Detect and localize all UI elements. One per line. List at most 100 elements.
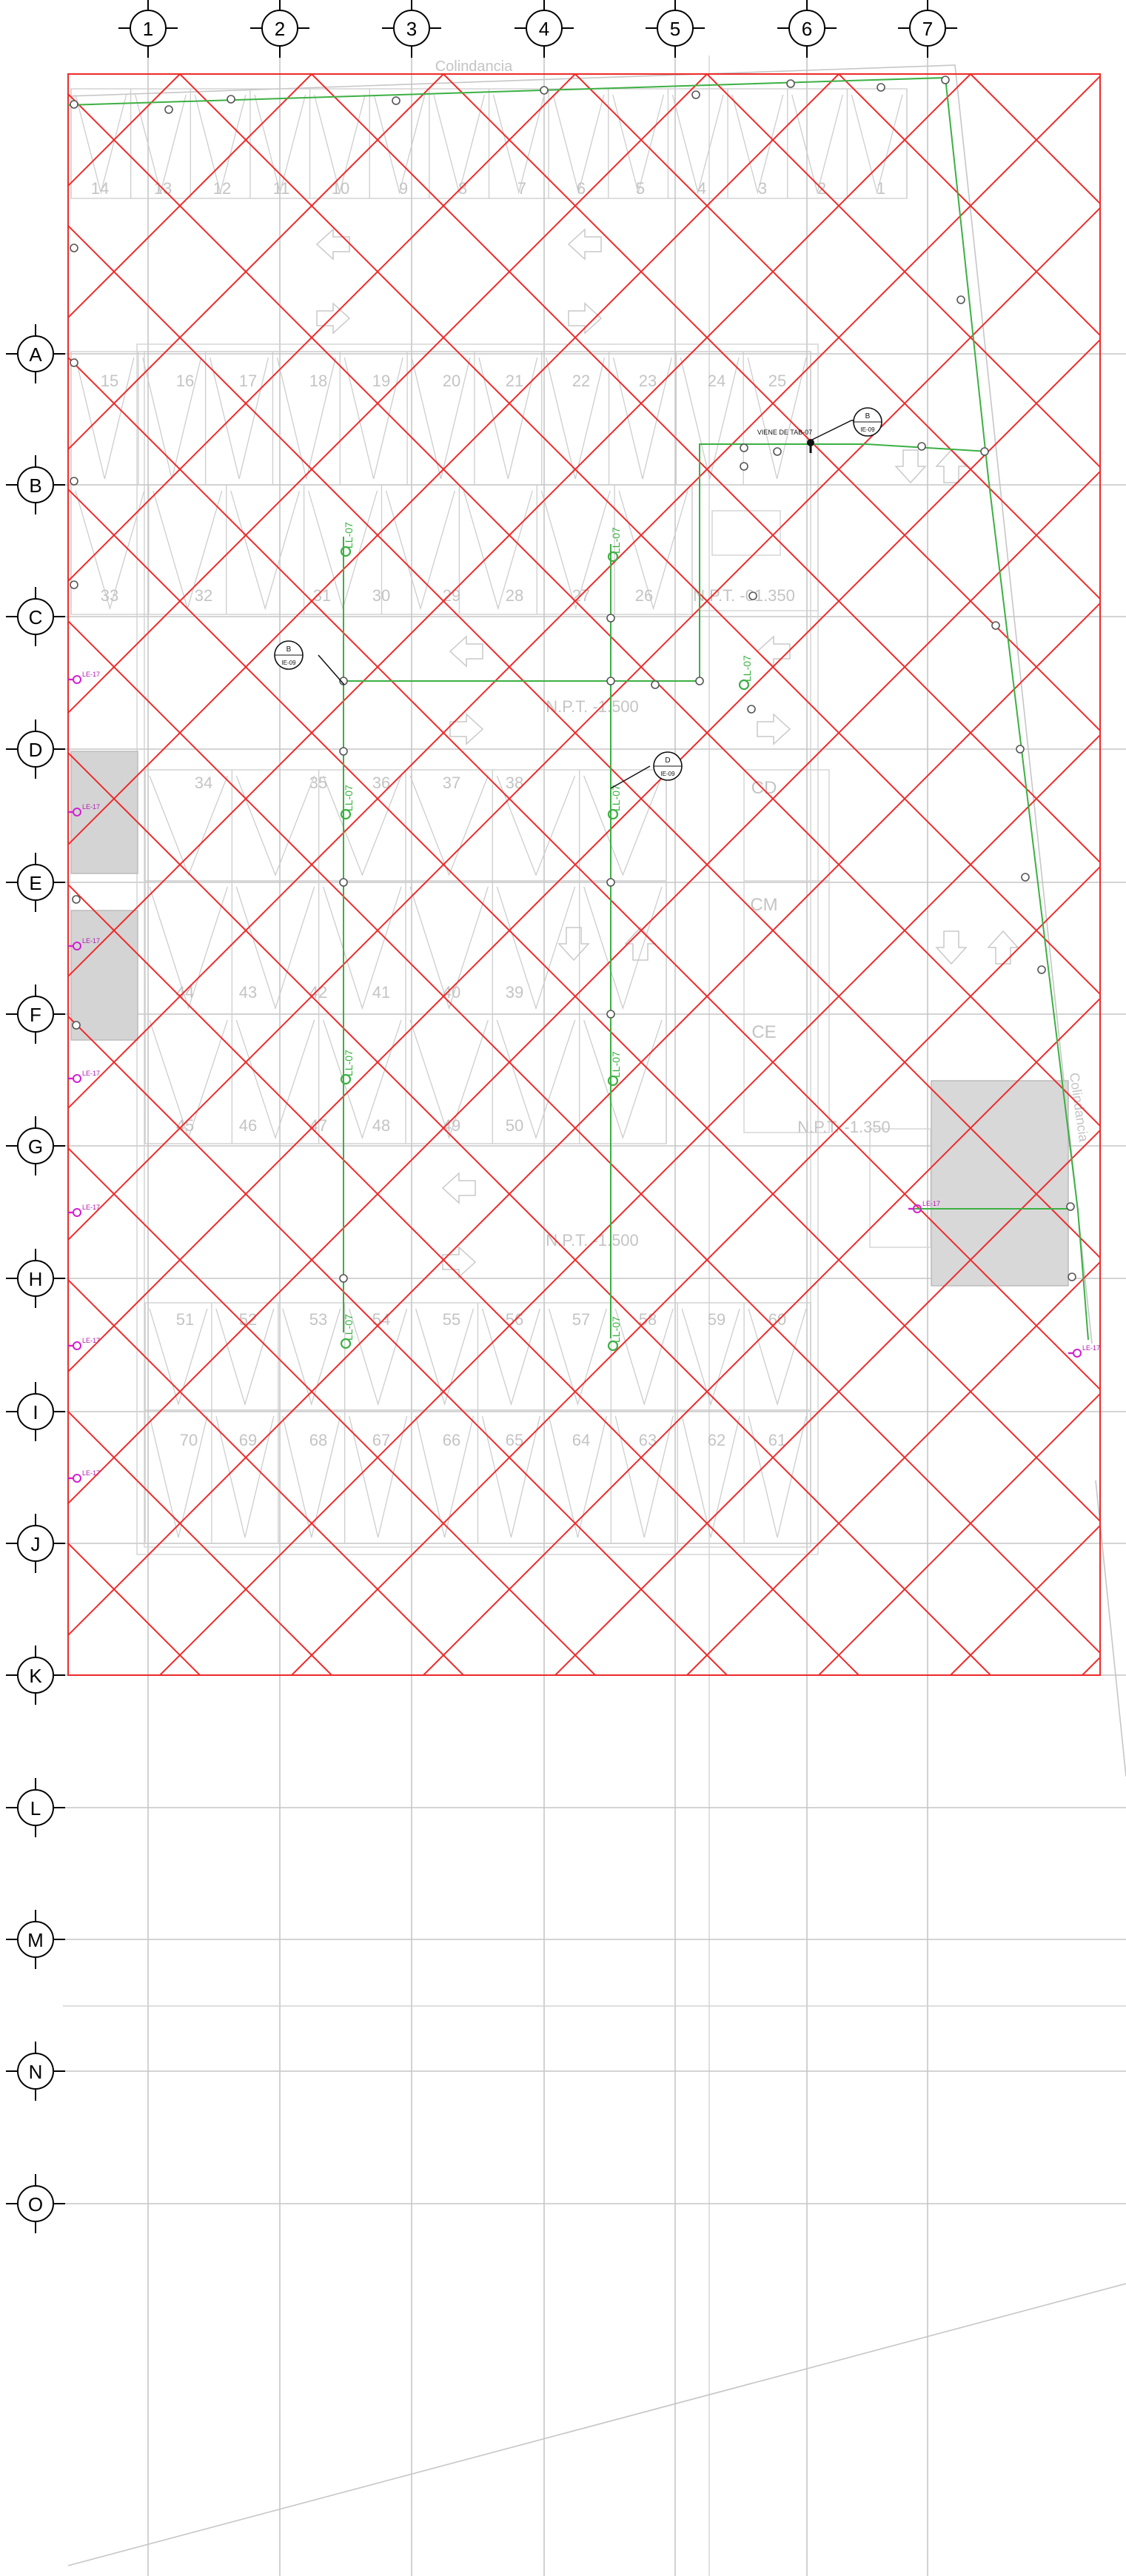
circuit-node [70,358,78,367]
circuit-node [1037,965,1046,974]
parking-stall-number: 30 [372,586,390,605]
parking-stall-number: 1 [877,179,885,198]
parking-stall-number: 54 [372,1310,390,1329]
parking-stall-number: 28 [506,586,523,605]
svg-text:4: 4 [539,18,549,40]
parking-stall-number: 4 [697,179,706,198]
magenta-circuit-tag: LE-17 [82,1337,100,1344]
parking-stall-number: 34 [195,774,212,792]
parking-stall-number: 18 [309,372,327,390]
circuit-node [70,580,78,589]
parking-stall-number: 35 [309,774,327,792]
parking-stall-number: 16 [176,372,194,390]
circuit-node [606,677,615,685]
parking-stall-number: 68 [309,1431,327,1449]
magenta-circuit-tag: LE-17 [922,1200,940,1207]
parking-stall-number: 3 [758,179,767,198]
parking-stall-number: 19 [372,372,390,390]
svg-text:1: 1 [143,18,153,40]
parking-stall-number: 20 [443,372,460,390]
circuit-node [695,677,704,685]
svg-text:M: M [27,1929,44,1951]
drive-arrow-icon [987,930,1019,965]
svg-text:E: E [29,872,41,894]
parking-stall-number: 67 [372,1431,390,1449]
parking-stall-number: 39 [506,983,523,1002]
drive-arrow-icon [567,228,602,261]
drive-arrow-icon [449,713,484,745]
parking-stall-number: 38 [506,774,523,792]
level-label-center: N.P.T. -1.500 [546,697,639,716]
circuit-node [339,747,348,756]
circuit-node [740,443,748,452]
green-circuit-tag: LL-07 [741,655,753,682]
circuit-node [748,591,757,600]
parking-stall-number: 52 [239,1310,257,1329]
room-ce-label: CE [751,1022,776,1042]
circuit-node [740,462,748,471]
parking-stall-number: 53 [309,1310,327,1329]
drive-arrow-icon [756,635,791,668]
drive-arrow-icon [442,1246,477,1278]
magenta-circuit-tags: LE-17 LE-17 LE-17 LE-17 LE-17 LE-17 LE-17 LE-17… [68,671,1100,1483]
green-circuit-tag: LL-07 [610,785,622,811]
level-label-upper: N.P.T. -01.350 [693,586,795,605]
drive-arrow-icon [757,713,791,745]
drive-arrow-icon [624,926,657,961]
circuit-node [72,895,81,904]
green-circuit-tag: LL-07 [343,522,355,549]
drive-arrow-icon [449,635,483,668]
row-axis-bubble: O [6,2174,65,2233]
green-circuit [67,76,1089,1341]
column-axis-bubble: 2 [250,0,309,58]
red-grounding-mesh [68,74,1100,1675]
row-axis-bubble: A [6,324,65,383]
circuit-node [339,677,348,685]
parking-stall-number: 25 [768,372,786,390]
parking-stall-number: 59 [708,1310,725,1329]
green-circuit-tags: LL-07 LL-07 LL-07 LL-07 LL-07 LL-07 LL-07 LL-07… [340,522,753,1352]
svg-text:B: B [286,645,292,654]
parking-stall-number: 70 [180,1431,198,1449]
svg-text:O: O [28,2193,43,2216]
level-label-bottom: N.P.T. -1.500 [546,1231,639,1250]
parking-stall-number: 21 [506,372,523,390]
parking-stall-number: 41 [372,983,390,1002]
magenta-circuit-tag: LE-17 [82,1204,100,1211]
row-axis-bubble: E [6,853,65,912]
svg-text:D: D [665,757,670,765]
viene-de-label: VIENE DE TAB-07 [757,429,812,436]
svg-text:IE-09: IE-09 [860,426,875,433]
circuit-node [339,878,348,887]
parking-stall-number: 47 [309,1116,327,1135]
circuit-node [956,295,965,304]
drive-arrow-icon [894,449,927,484]
circuit-node [991,621,1000,630]
parking-stall-number: 31 [313,586,331,605]
parking-stall-number: 46 [239,1116,257,1135]
circuit-node [70,244,78,252]
column-axis-bubble: 5 [646,0,705,58]
circuit-node [917,442,926,451]
circuit-node [691,90,700,99]
svg-text:N: N [29,2061,43,2083]
row-axis-bubble: I [6,1382,65,1441]
magenta-circuit-tag: LE-17 [82,671,100,678]
parking-stall-number: 63 [639,1431,657,1449]
parking-stall-number: 57 [572,1310,590,1329]
detail-callout-2: D IE-09 [610,751,683,789]
row-axis-bubble: J [6,1514,65,1573]
parking-stall-number: 26 [635,586,653,605]
svg-text:K: K [29,1665,42,1687]
detail-callout-1: B IE-09 [274,640,345,685]
parking-stall-number: 42 [309,983,327,1002]
svg-text:F: F [30,1004,41,1026]
parking-stall-number: 22 [572,372,590,390]
circuit-node [164,105,173,114]
colindancia-label: Colindancia [435,58,513,75]
row-axis-bubble: L [6,1778,65,1837]
svg-text:G: G [28,1136,43,1158]
parking-stall-number: 12 [213,179,231,198]
magenta-circuit-tag: LE-17 [82,1070,100,1077]
